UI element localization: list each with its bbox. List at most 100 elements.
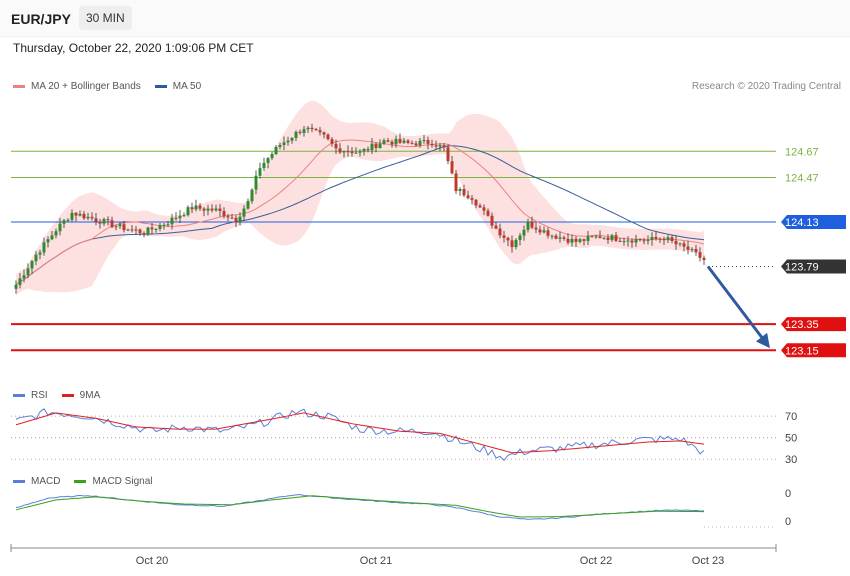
candle-body xyxy=(606,237,610,241)
level-tag-label: 124.13 xyxy=(785,217,819,229)
candle-body xyxy=(586,236,590,241)
candle-body xyxy=(202,208,206,211)
candle-body xyxy=(534,227,538,230)
candle-body xyxy=(74,212,78,216)
candle-body xyxy=(670,237,674,241)
candle-body xyxy=(466,195,470,199)
rsi-ma-line xyxy=(15,412,705,454)
candle-body xyxy=(54,231,58,236)
candle-body xyxy=(298,131,302,133)
candle-body xyxy=(470,198,474,200)
candle-body xyxy=(626,240,630,242)
level-tag-box xyxy=(781,214,846,229)
macd-panel: 00 xyxy=(15,488,791,528)
candle-body xyxy=(146,227,150,235)
chart-header: EUR/JPY 30 MIN xyxy=(0,0,850,37)
candle-body xyxy=(370,143,374,151)
candle-body xyxy=(566,238,570,243)
candle-body xyxy=(434,145,438,147)
candle-body xyxy=(658,238,662,240)
candle-body xyxy=(126,229,130,231)
candle-body xyxy=(362,149,366,152)
candle-body xyxy=(286,140,290,143)
candle-body xyxy=(418,140,422,146)
candle-body xyxy=(462,189,466,196)
candle-body xyxy=(230,217,234,219)
candle-body xyxy=(682,243,686,247)
candle-body xyxy=(338,148,342,153)
candle-body xyxy=(630,240,634,243)
candle-body xyxy=(38,252,42,255)
level-tag: 123.35 xyxy=(781,317,846,332)
candle-body xyxy=(82,213,86,219)
candle-body xyxy=(378,143,382,148)
level-tag: 124.13 xyxy=(781,214,846,229)
candle-body xyxy=(406,140,410,143)
candle-body xyxy=(598,236,602,238)
ma50-line xyxy=(15,145,705,286)
candle-body xyxy=(446,147,450,162)
level-tag: 124.67 xyxy=(785,146,819,158)
candle-body xyxy=(182,215,186,217)
candle-body xyxy=(194,205,198,210)
candle-body xyxy=(538,229,542,233)
timeframe-button[interactable]: 30 MIN xyxy=(79,6,132,30)
candle-body xyxy=(178,215,182,219)
candle-body xyxy=(118,224,122,227)
candle-body xyxy=(674,240,678,245)
main-legend: MA 20 + Bollinger Bands MA 50 xyxy=(13,81,201,92)
candle-body xyxy=(58,223,62,232)
candle-body xyxy=(86,216,90,219)
candle-body xyxy=(438,145,442,147)
candle-body xyxy=(246,201,250,209)
candle-body xyxy=(590,236,594,238)
candle-body xyxy=(614,235,618,241)
candle-body xyxy=(66,219,70,221)
ma20-swatch xyxy=(13,85,25,88)
candle-body xyxy=(558,237,562,239)
candle-body xyxy=(570,238,574,243)
candle-body xyxy=(526,221,530,230)
candle-body xyxy=(342,151,346,153)
candle-body xyxy=(166,224,170,226)
projection-arrow-head xyxy=(755,332,770,349)
level-tag-label: 124.47 xyxy=(785,172,819,184)
rsi-legend-label: RSI xyxy=(31,390,48,401)
candle-body xyxy=(134,229,138,231)
candle-body xyxy=(618,240,622,242)
candle-body xyxy=(490,215,494,226)
candle-body xyxy=(138,229,142,234)
candle-body xyxy=(314,129,318,131)
candle-body xyxy=(374,143,378,148)
candle-body xyxy=(582,239,586,241)
ma20-line xyxy=(15,139,705,286)
candle-body xyxy=(450,161,454,174)
candle-body xyxy=(42,242,46,253)
candle-body xyxy=(210,208,214,211)
candle-body xyxy=(190,207,194,210)
candle-body xyxy=(550,235,554,237)
macd-signal-legend-label: MACD Signal xyxy=(92,476,153,487)
time-tick-label: Oct 20 xyxy=(136,555,168,567)
candle-body xyxy=(358,151,362,153)
candle-body xyxy=(602,237,606,239)
candle-body xyxy=(642,240,646,242)
candle-body xyxy=(122,224,126,231)
candle-body xyxy=(690,249,694,251)
price-panel: 124.67 124.47 124.13 123.79 123.35 123.15 xyxy=(11,100,846,358)
candle-body xyxy=(634,238,638,243)
candle-body xyxy=(102,219,106,224)
candle-body xyxy=(678,243,682,245)
macd-legend-label: MACD xyxy=(31,476,61,487)
rsi-panel: 70 50 30 xyxy=(11,408,797,466)
candle-body xyxy=(162,224,166,226)
candle-body xyxy=(94,218,98,222)
candle-body xyxy=(318,130,322,133)
level-tag-box xyxy=(781,259,846,274)
level-tag: 124.47 xyxy=(785,172,819,184)
candle-body xyxy=(282,142,286,146)
candle-body xyxy=(386,140,390,142)
candle-body xyxy=(322,132,326,135)
candle-body xyxy=(686,246,690,250)
candle-body xyxy=(514,239,518,248)
